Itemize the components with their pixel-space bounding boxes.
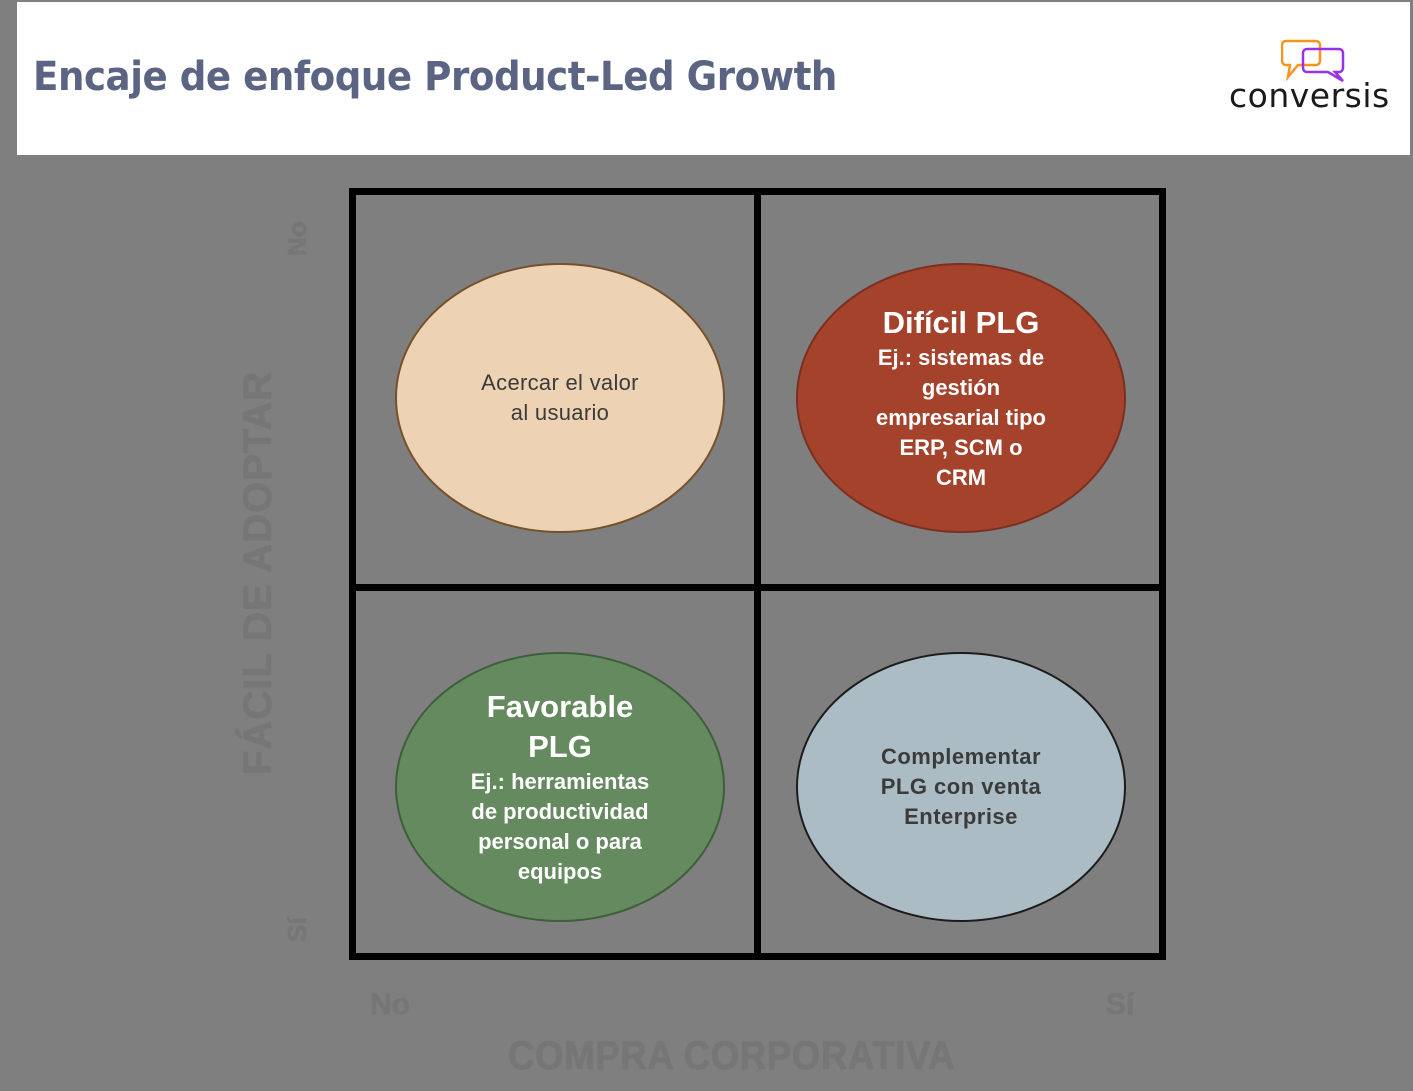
ellipse-heading: Difícil PLG xyxy=(882,305,1040,340)
y-axis-bottom-label: Sí xyxy=(282,917,312,942)
ellipse-heading: PLG xyxy=(528,729,592,764)
x-axis-title: COMPRA CORPORATIVA xyxy=(508,1034,956,1078)
quadrant-top-left-ellipse: Acercar el valor al usuario xyxy=(395,263,725,533)
page-title: Encaje de enfoque Product-Led Growth xyxy=(33,54,837,100)
slide-header: Encaje de enfoque Product-Led Growth con… xyxy=(17,2,1410,155)
ellipse-text: personal o para xyxy=(478,829,642,854)
ellipse-text: PLG con venta xyxy=(880,774,1042,799)
y-axis-title: FÁCIL DE ADOPTAR xyxy=(236,370,280,775)
ellipse-text: equipos xyxy=(517,859,603,884)
quadrant-bottom-right-ellipse: Complementar PLG con venta Enterprise xyxy=(796,652,1126,922)
quadrant-grid xyxy=(349,188,1166,960)
ellipse-heading: Favorable xyxy=(486,689,634,724)
ellipse-text: Complementar xyxy=(880,744,1042,769)
ellipse-text: Enterprise xyxy=(904,804,1018,829)
y-axis-top-label: No xyxy=(282,221,312,256)
chat-bubbles-icon xyxy=(1281,39,1345,82)
ellipse-text: al usuario xyxy=(510,400,610,425)
ellipse-text: Ej.: sistemas de xyxy=(877,345,1045,370)
horizontal-divider xyxy=(356,584,1159,591)
logo-wordmark: conversis xyxy=(1229,76,1390,115)
ellipse-text: ERP, SCM o xyxy=(899,435,1023,460)
x-axis-left-label: No xyxy=(370,988,410,1021)
ellipse-text: gestión xyxy=(921,375,1001,400)
ellipse-text: Ej.: herramientas xyxy=(470,769,650,794)
x-axis-right-label: Sí xyxy=(1106,988,1135,1021)
conversis-logo: conversis xyxy=(1229,38,1404,118)
ellipse-text: CRM xyxy=(935,465,987,490)
ellipse-text: empresarial tipo xyxy=(876,405,1046,430)
ellipse-text: de productividad xyxy=(471,799,649,824)
vertical-divider xyxy=(754,195,761,953)
quadrant-bottom-left-ellipse: Favorable PLG Ej.: herramientas de produ… xyxy=(395,652,725,922)
quadrant-top-right-ellipse: Difícil PLG Ej.: sistemas de gestión emp… xyxy=(796,263,1126,533)
ellipse-text: Acercar el valor xyxy=(481,370,639,395)
